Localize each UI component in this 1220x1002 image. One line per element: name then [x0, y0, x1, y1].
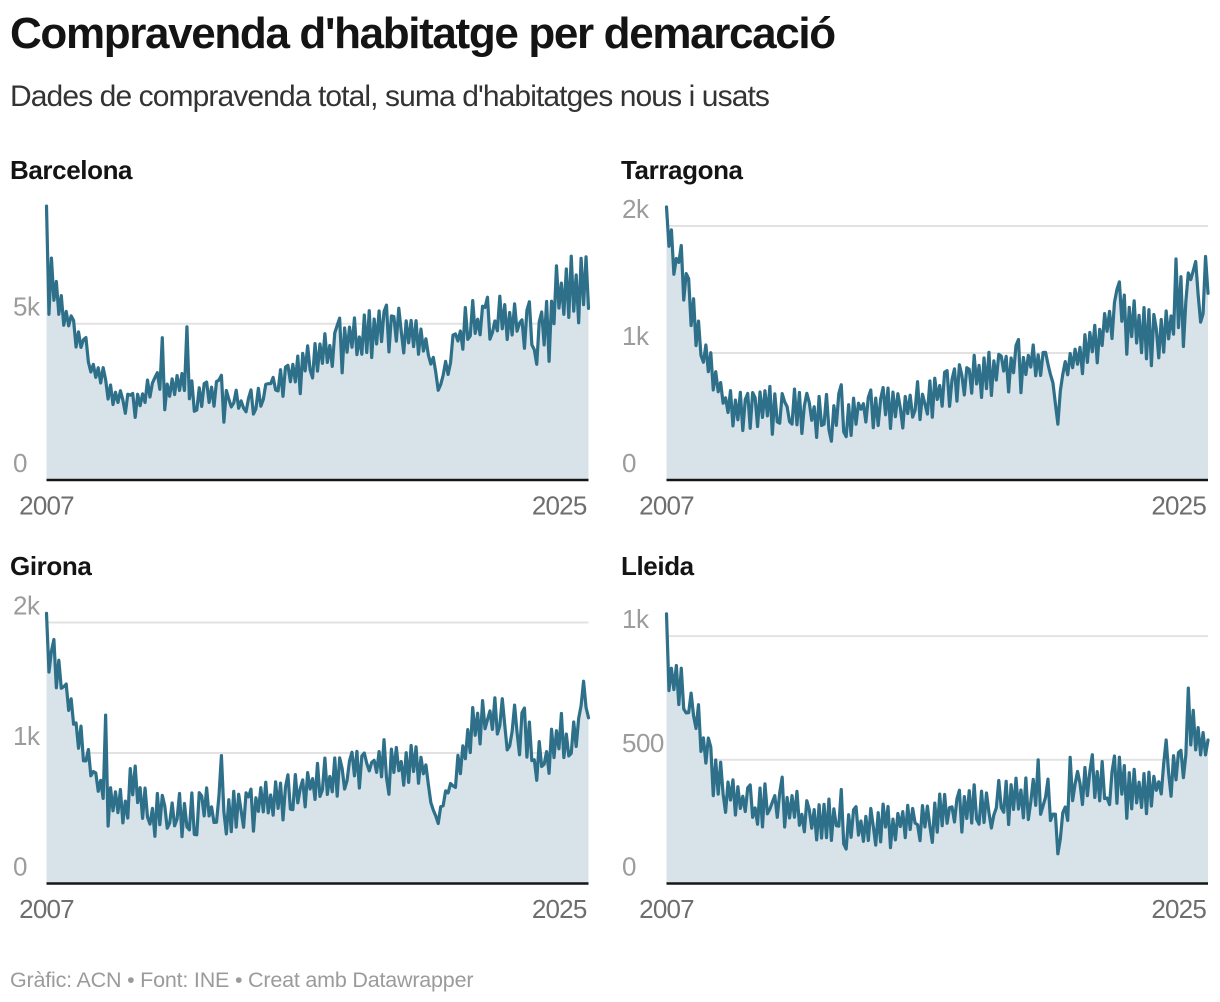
- svg-text:2007: 2007: [639, 491, 694, 521]
- svg-text:2025: 2025: [1151, 491, 1206, 521]
- svg-text:2025: 2025: [1151, 894, 1206, 924]
- svg-text:2025: 2025: [532, 894, 587, 924]
- svg-text:0: 0: [13, 852, 27, 882]
- svg-text:1k: 1k: [622, 321, 650, 351]
- svg-text:2k: 2k: [622, 194, 650, 224]
- svg-text:2007: 2007: [639, 894, 694, 924]
- svg-text:2007: 2007: [19, 894, 74, 924]
- svg-text:5k: 5k: [13, 292, 41, 322]
- svg-text:1k: 1k: [622, 604, 650, 634]
- svg-text:0: 0: [622, 448, 636, 478]
- svg-text:0: 0: [13, 448, 27, 478]
- svg-text:2025: 2025: [532, 491, 587, 521]
- svg-text:0: 0: [622, 852, 636, 882]
- svg-text:2007: 2007: [19, 491, 74, 521]
- svg-text:2k: 2k: [13, 591, 41, 621]
- svg-text:500: 500: [622, 728, 664, 758]
- svg-text:1k: 1k: [13, 721, 41, 751]
